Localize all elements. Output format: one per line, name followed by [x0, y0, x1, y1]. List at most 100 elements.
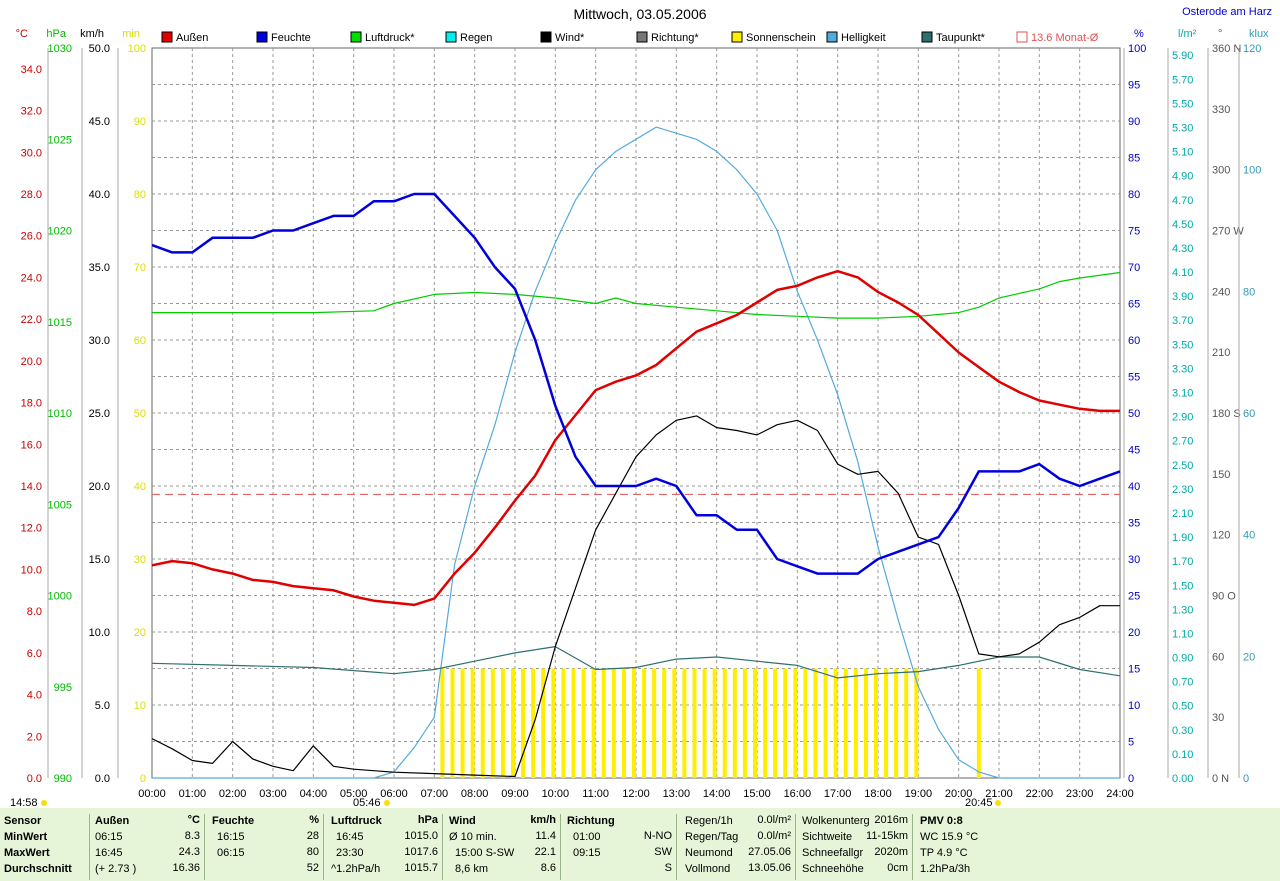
sun-bar-47 [914, 668, 919, 778]
x-tick-23: 23:00 [1066, 788, 1094, 800]
stats-wolken-label: Wolkenunterg [802, 815, 870, 827]
sun-bar-14 [581, 668, 586, 778]
legend-swatch-9 [1016, 31, 1028, 43]
right-axis-1-tick-26: 0.70 [1172, 677, 1193, 689]
sun-bar-27 [712, 668, 717, 778]
legend-label-2: Luftdruck* [365, 32, 415, 44]
legend-swatch-2 [350, 31, 362, 43]
sun-bar-3 [470, 668, 475, 778]
left-axis-1-tick-7: 995 [54, 682, 72, 694]
right-axis-2-tick-3: 270 W [1212, 226, 1244, 238]
right-axis-2-tick-7: 150 [1212, 469, 1230, 481]
sun-bar-12 [561, 668, 566, 778]
right-axis-1-tick-28: 0.30 [1172, 725, 1193, 737]
left-axis-0-tick-9: 16.0 [21, 439, 42, 451]
right-axis-unit-0: % [1134, 28, 1144, 40]
stats-neumond-label: Neumond [685, 847, 733, 859]
stats-label-sensor: Sensor [4, 815, 42, 827]
stats-feuchte-max: 80 [306, 846, 319, 858]
stats-labels: Sensor MinWert MaxWert Durchschnitt [4, 814, 88, 880]
x-tick-9: 09:00 [501, 788, 529, 800]
legend-label-7: Helligkeit [841, 32, 886, 44]
location-label: Osterode am Harz [1182, 6, 1272, 18]
right-axis-1-tick-7: 4.50 [1172, 219, 1193, 231]
left-axis-0-tick-13: 8.0 [27, 606, 42, 618]
sun-bar-9 [531, 668, 536, 778]
sunshine-bars [440, 668, 981, 778]
x-tick-10: 10:00 [542, 788, 570, 800]
stats-aussen-unit: °C [187, 814, 200, 826]
right-axis-0-tick-15: 25 [1128, 591, 1140, 603]
stats-schneefall: 2020m [874, 846, 908, 858]
sun-bar-34 [783, 668, 788, 778]
right-axis-1-tick-1: 5.70 [1172, 74, 1193, 86]
stats-luftdruck-max: 1017.6 [404, 846, 438, 858]
stats-regen-tag: 0.0l/m² [757, 830, 791, 842]
sun-bar-2 [460, 668, 465, 778]
x-tick-7: 07:00 [421, 788, 449, 800]
left-axis-2-tick-2: 40.0 [89, 189, 110, 201]
left-axis-0-tick-10: 14.0 [21, 481, 42, 493]
left-axis-3-tick-5: 50 [134, 408, 146, 420]
legend-label-4: Wind* [555, 32, 585, 44]
right-axis-0-tick-11: 45 [1128, 445, 1140, 457]
sun-bar-4 [480, 668, 485, 778]
left-axis-1-tick-4: 1010 [48, 408, 72, 420]
x-tick-24: 24:00 [1106, 788, 1134, 800]
stats-aussen-min-time: 06:15 [95, 831, 123, 843]
sun-bar-48 [976, 668, 981, 778]
x-tick-6: 06:00 [380, 788, 408, 800]
legend-swatch-1 [256, 31, 268, 43]
right-axis-0-tick-6: 70 [1128, 262, 1140, 274]
sun-bar-17 [611, 668, 616, 778]
stats-feuchte-head: Feuchte [212, 815, 255, 827]
sun-bar-18 [621, 668, 626, 778]
stats-feuchte-min: 28 [306, 830, 319, 842]
stats-feuchte-unit: % [309, 814, 319, 826]
sun-bar-32 [763, 668, 768, 778]
marker-dot-left [41, 800, 47, 806]
sun-bar-30 [742, 668, 747, 778]
right-axis-3-tick-1: 100 [1243, 165, 1261, 177]
grid [151, 47, 1121, 779]
x-tick-12: 12:00 [622, 788, 650, 800]
stats-wind-max: 22.1 [534, 846, 556, 858]
left-axis-0-tick-16: 2.0 [27, 731, 42, 743]
sun-bar-15 [591, 668, 596, 778]
x-tick-16: 16:00 [784, 788, 812, 800]
right-axis-unit-2: ° [1218, 28, 1222, 40]
left-axis-0-tick-14: 6.0 [27, 648, 42, 660]
legend-label-0: Außen [176, 32, 208, 44]
series-line-luftdruck [152, 271, 1121, 319]
x-tick-11: 11:00 [582, 788, 609, 800]
right-axis-3-tick-0: 120 [1243, 43, 1261, 55]
right-axis-0-tick-7: 65 [1128, 299, 1140, 311]
x-tick-21: 21:00 [985, 788, 1013, 800]
right-axis-1-tick-16: 2.70 [1172, 436, 1193, 448]
stats-wind-avg: 11.4 [535, 830, 556, 842]
right-axis-2-tick-4: 240 [1212, 286, 1230, 298]
sun-bar-1 [450, 668, 455, 778]
axes: °C 34.0 32.0 30.0 28.0 26.0 24.0 22.0 20.0 18.0 16… [16, 28, 1269, 785]
legend-swatch-0 [161, 31, 173, 43]
stats-luftdruck-max-time: 23:30 [336, 847, 364, 859]
left-axis-1-tick-3: 1015 [48, 317, 72, 329]
right-axis-2-tick-5: 210 [1212, 347, 1230, 359]
right-axis-1-tick-4: 5.10 [1172, 147, 1193, 159]
right-axis-1-tick-22: 1.50 [1172, 580, 1193, 592]
sun-bar-43 [873, 668, 878, 778]
left-axis-1-tick-2: 1020 [48, 226, 72, 238]
x-tick-19: 19:00 [905, 788, 933, 800]
stats-luftdruck-min-time: 16:45 [336, 831, 364, 843]
legend-swatch-3 [445, 31, 457, 43]
stats-schneefall-label: Schneefallgr [802, 847, 864, 859]
stats-aussen-max: 24.3 [178, 846, 200, 858]
right-axis-0-tick-9: 55 [1128, 372, 1140, 384]
left-axis-0-tick-12: 10.0 [21, 564, 42, 576]
right-axis-0-tick-14: 30 [1128, 554, 1140, 566]
stats-regen-1h-label: Regen/1h [685, 815, 733, 827]
stats-wind-day-avg: 8.6 [540, 862, 556, 874]
right-axis-3-tick-3: 60 [1243, 408, 1255, 420]
left-axis-1-tick-5: 1005 [48, 499, 72, 511]
sun-bar-38 [823, 668, 828, 778]
